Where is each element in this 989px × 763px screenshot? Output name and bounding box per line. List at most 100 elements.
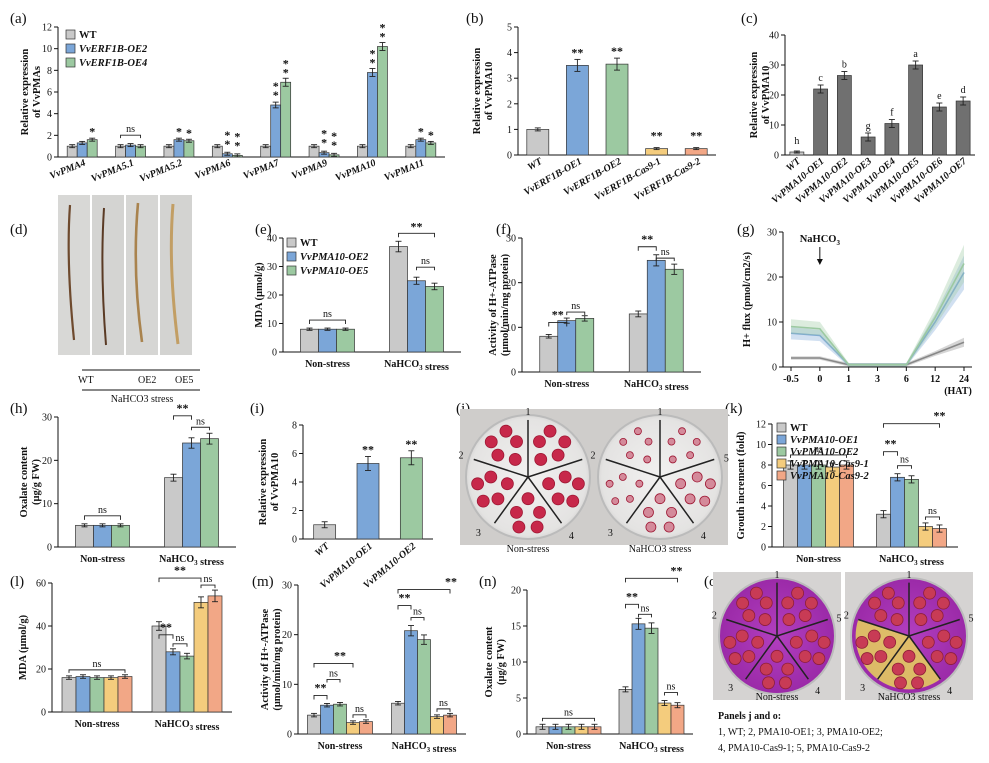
chart-f-ns-label: ns bbox=[661, 247, 670, 258]
chart-f-sig-mark: ** bbox=[641, 232, 653, 246]
chart-f-bar bbox=[664, 268, 684, 373]
chart-g-xtick-label: 12 bbox=[930, 374, 940, 385]
chart-l-ytick-label: 60 bbox=[36, 579, 46, 590]
chart-n-y-label: (μg/g FW) bbox=[496, 639, 507, 685]
chart-g-line bbox=[790, 263, 965, 366]
panel-label-g: (g) bbox=[737, 222, 755, 238]
chart-m-ns-label: ns bbox=[413, 607, 422, 618]
plate-j-stress-callus bbox=[619, 437, 628, 446]
chart-k-ns-label: ns bbox=[900, 455, 909, 466]
chart-n-bracket bbox=[625, 577, 678, 583]
chart-l-bar bbox=[207, 595, 223, 713]
plate-j-non-callus bbox=[471, 477, 485, 491]
chart-e-legend-swatch bbox=[286, 237, 297, 248]
chart-f-x-category: NaHCO3 stress bbox=[624, 379, 689, 393]
chart-n-ytick-label: 10 bbox=[511, 658, 521, 669]
chart-a-sig-mark: * bbox=[331, 138, 337, 152]
chart-a-bar bbox=[270, 104, 282, 158]
photo-o-caption-non: Non-stress bbox=[756, 692, 799, 703]
chart-k-legend-swatch bbox=[776, 446, 787, 457]
chart-b-ytick-label: 3 bbox=[507, 74, 512, 85]
chart-f: 0 10 20 30 Non-stress NaHCO3 stress Activity o… bbox=[488, 232, 701, 393]
plate-j-stress-sector-label: 2 bbox=[591, 450, 596, 461]
chart-e-ytick-label: 0 bbox=[272, 348, 277, 359]
chart-h-bracket bbox=[173, 415, 192, 420]
chart-a-sig-mark: * bbox=[273, 88, 279, 102]
chart-a-ytick-label: 8 bbox=[47, 66, 52, 77]
plate-j-non-divider bbox=[493, 476, 529, 524]
plate-o-non-callus bbox=[759, 662, 773, 676]
panel-label-n: (n) bbox=[479, 574, 497, 590]
plate-j-non-callus bbox=[476, 494, 490, 508]
chart-m-ytick-label: 30 bbox=[282, 581, 292, 592]
plate-o-non-sector-label: 1 bbox=[775, 570, 780, 581]
chart-i-sig-mark: ** bbox=[405, 437, 417, 451]
chart-m-ns-label: ns bbox=[439, 698, 448, 709]
chart-a-sig-mark: * bbox=[428, 128, 434, 142]
chart-h-y-label: Oxalate content bbox=[19, 446, 30, 517]
plate-j-stress-callus bbox=[675, 478, 687, 490]
plate-o-stress-callus bbox=[890, 613, 904, 626]
chart-a: 0 2 4 6 8 10 12 VvPMA4 VvPMA5.1 VvPMA5.2 VvPMA6 VvP… bbox=[20, 21, 445, 185]
chart-h-ytick-label: 0 bbox=[47, 543, 52, 554]
plate-o-non-callus bbox=[723, 635, 737, 649]
chart-a-ytick-label: 12 bbox=[42, 23, 52, 34]
plate-o-stress-sector-label: 4 bbox=[947, 686, 952, 697]
chart-m-bracket bbox=[410, 617, 425, 621]
chart-i-y-label: Relative expression bbox=[258, 439, 269, 526]
plate-o-non-callus bbox=[762, 676, 775, 690]
chart-l-sig-mark: ** bbox=[174, 563, 186, 577]
chart-c-bar bbox=[955, 100, 971, 156]
chart-e-ytick-label: 20 bbox=[267, 291, 277, 302]
chart-f-y-label: (μmol/min/mg protein) bbox=[500, 253, 511, 356]
chart-e-ns-label: ns bbox=[421, 256, 430, 267]
panel-label-d: (d) bbox=[10, 222, 28, 238]
chart-k-bar bbox=[890, 476, 905, 548]
chart-k-ytick-label: 10 bbox=[756, 440, 766, 451]
chart-b-sig-mark: ** bbox=[611, 44, 623, 58]
panel-label-i: (i) bbox=[250, 401, 264, 417]
plate-j-non-callus bbox=[510, 435, 523, 449]
chart-c-bar bbox=[837, 75, 852, 156]
chart-a-x-category: VvPMA5.2 bbox=[138, 158, 184, 185]
chart-m-y-label: Activity of H+-ATPase bbox=[260, 608, 271, 710]
plate-j-stress-callus bbox=[626, 494, 634, 503]
plate-j-non-callus bbox=[510, 505, 523, 519]
chart-k-ytick-label: 0 bbox=[761, 543, 766, 554]
chart-c-letter: c bbox=[818, 73, 823, 84]
chart-m-bracket bbox=[313, 663, 354, 668]
chart-n: 0 5 10 15 20 Non-stress NaHCO3 stress Oxalate c… bbox=[484, 563, 693, 755]
chart-l-bar bbox=[179, 655, 195, 713]
photo-o-caption-stress: NaHCO3 stress bbox=[878, 692, 941, 703]
chart-i-ytick-label: 6 bbox=[292, 449, 297, 460]
chart-k-bracket bbox=[790, 454, 847, 458]
panel-label-h: (h) bbox=[10, 401, 28, 417]
chart-a-bar bbox=[415, 139, 427, 158]
chart-k-ns-label: ns bbox=[928, 506, 937, 517]
chart-h-ns-label: ns bbox=[196, 416, 205, 427]
chart-l-bracket bbox=[158, 634, 174, 639]
chart-n-bracket bbox=[625, 603, 639, 609]
plate-o-stress-callus bbox=[914, 613, 928, 626]
chart-c-letter: g bbox=[866, 121, 871, 132]
chart-k-bracket bbox=[883, 423, 940, 428]
plate-j-stress-callus bbox=[678, 427, 686, 436]
chart-h-x-category: NaHCO3 stress bbox=[159, 554, 224, 568]
chart-m-ns-label: ns bbox=[355, 704, 364, 715]
chart-f-x-category: Non-stress bbox=[544, 379, 589, 390]
plate-o-stress-callus bbox=[902, 649, 916, 663]
chart-h-y-label: (μg/g FW) bbox=[31, 459, 42, 505]
chart-k-legend-swatch bbox=[776, 422, 787, 433]
chart-e-x-category: NaHCO3 stress bbox=[384, 359, 449, 373]
plate-j-non-callus bbox=[534, 453, 548, 466]
plate-o-non-callus bbox=[770, 649, 784, 663]
chart-a-bar bbox=[183, 140, 195, 158]
chart-n-bar bbox=[618, 689, 633, 735]
chart-l-ytick-label: 20 bbox=[36, 665, 46, 676]
chart-c-ytick-label: 0 bbox=[774, 151, 779, 162]
chart-h-bar bbox=[182, 442, 201, 548]
legend-note-line2: 4, PMA10-Cas9-1; 5, PMA10-Cas9-2 bbox=[718, 743, 870, 754]
chart-g: 0 10 20 30 -0.5 0 1 3 6 12 24(HAT) NaHCO3 H+ flux (p… bbox=[742, 228, 972, 397]
plate-j-non-callus bbox=[571, 477, 585, 491]
